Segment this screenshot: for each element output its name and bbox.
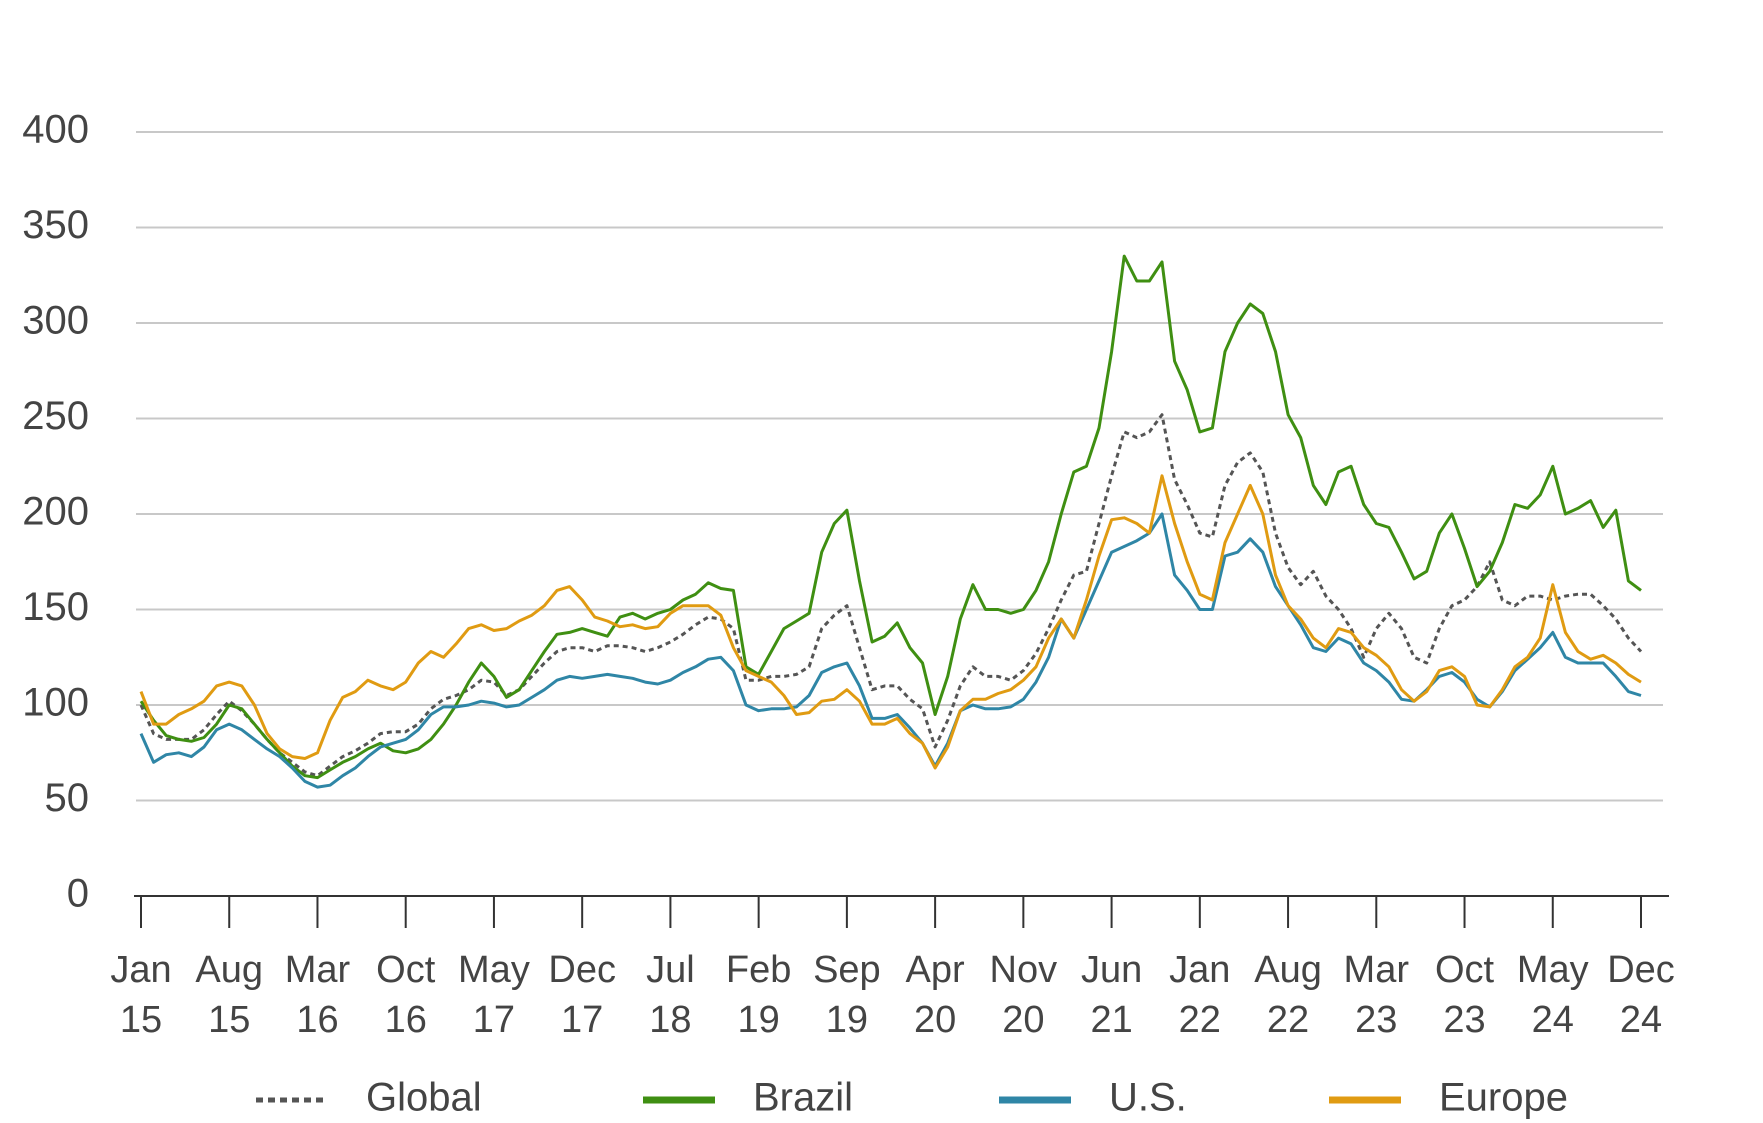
y-tick-label: 350 bbox=[22, 203, 89, 247]
x-tick-label: Oct 23 bbox=[1434, 949, 1495, 1041]
x-tick-label: Dec 17 bbox=[548, 949, 616, 1041]
x-tick-label: Mar 23 bbox=[1343, 949, 1409, 1041]
x-tick-label: Dec 24 bbox=[1607, 949, 1675, 1041]
x-tick-label: May 17 bbox=[458, 949, 530, 1041]
x-tick-label: Feb 19 bbox=[725, 949, 792, 1041]
x-tick-label: Mar 16 bbox=[284, 949, 351, 1041]
x-tick-label: Jan 22 bbox=[1169, 949, 1231, 1041]
x-tick-label: Jul 18 bbox=[646, 949, 695, 1041]
y-tick-label: 200 bbox=[22, 490, 89, 534]
series-line bbox=[139, 413, 1643, 778]
legend-label: U.S. bbox=[1109, 1076, 1187, 1120]
y-tick-label: 400 bbox=[22, 108, 89, 152]
series-line bbox=[139, 512, 1642, 789]
x-tick-label: Aug 15 bbox=[195, 949, 264, 1041]
x-tick-label: Nov 20 bbox=[989, 949, 1058, 1041]
y-tick-label: 100 bbox=[22, 681, 89, 725]
y-tick-label: 0 bbox=[67, 872, 89, 916]
x-tick-label: Jan 15 bbox=[110, 949, 172, 1041]
x-tick-label: Jun 21 bbox=[1080, 949, 1143, 1041]
y-tick-label: 150 bbox=[22, 585, 89, 629]
y-tick-label: 250 bbox=[22, 394, 89, 438]
x-tick-label: Apr 20 bbox=[905, 949, 965, 1041]
series-line bbox=[139, 474, 1642, 770]
legend-label: Global bbox=[366, 1076, 482, 1120]
legend-label: Brazil bbox=[753, 1076, 853, 1120]
x-tick-label: Oct 16 bbox=[376, 949, 436, 1041]
x-tick-label: Aug 22 bbox=[1254, 949, 1322, 1041]
y-tick-label: 50 bbox=[45, 776, 90, 820]
y-tick-label: 300 bbox=[22, 299, 89, 343]
x-tick-label: Sep 19 bbox=[813, 949, 881, 1041]
x-tick-label: May 24 bbox=[1516, 949, 1589, 1041]
legend-label: Europe bbox=[1439, 1076, 1568, 1120]
series-line bbox=[139, 254, 1642, 780]
